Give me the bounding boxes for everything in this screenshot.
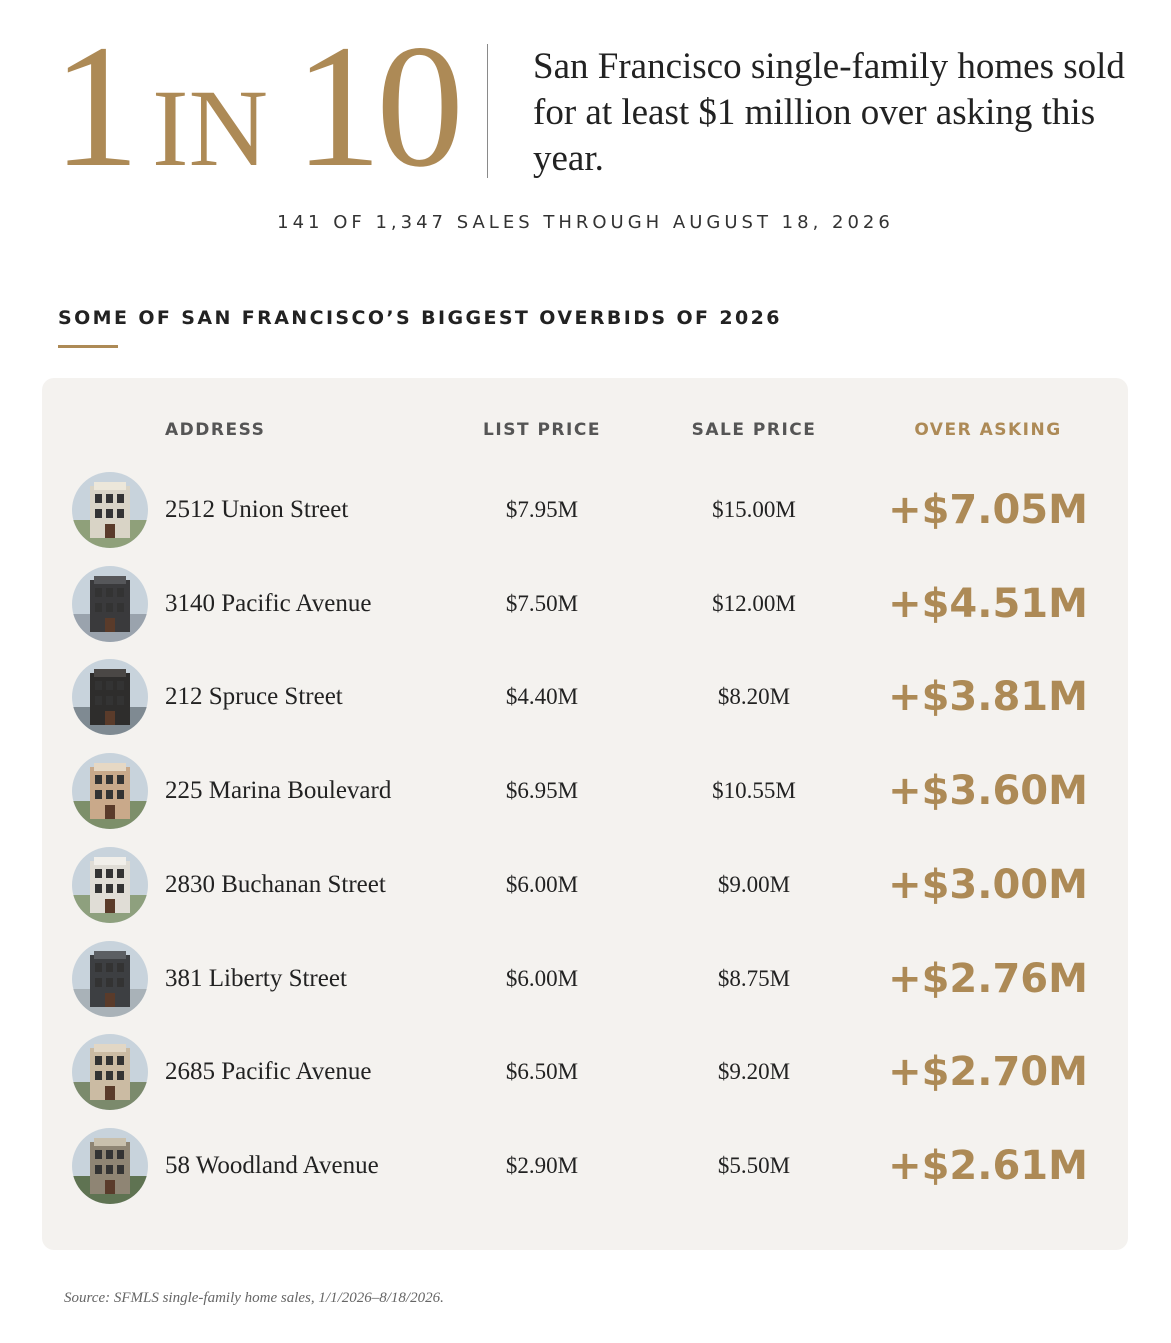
stat-number: 10 bbox=[294, 9, 464, 204]
stat-word: IN bbox=[152, 67, 269, 189]
stat-number: 1 bbox=[52, 9, 140, 204]
house-illustration bbox=[72, 940, 148, 1017]
house-illustration bbox=[72, 565, 148, 642]
house-illustration bbox=[72, 1127, 148, 1204]
column-header: ADDRESS bbox=[165, 420, 266, 440]
section-title: SOME OF SAN FRANCISCO’S BIGGEST OVERBIDS… bbox=[58, 307, 782, 329]
house-photo bbox=[72, 565, 148, 642]
column-header: OVER ASKING bbox=[914, 420, 1062, 440]
over-asking: +$3.60M bbox=[888, 768, 1088, 815]
house-illustration bbox=[72, 472, 148, 548]
over-asking: +$3.00M bbox=[888, 861, 1088, 908]
over-asking: +$4.51M bbox=[888, 580, 1088, 627]
house-photo bbox=[72, 1034, 148, 1111]
list-price: $4.40M bbox=[505, 684, 579, 710]
house-illustration bbox=[72, 753, 148, 830]
over-asking: +$3.81M bbox=[888, 674, 1088, 721]
address: 2685 Pacific Avenue bbox=[165, 1058, 372, 1086]
house-photo bbox=[72, 753, 148, 830]
house-photo bbox=[72, 1127, 148, 1204]
subtitle: 141 OF 1,347 SALES THROUGH AUGUST 18, 20… bbox=[277, 212, 894, 233]
house-illustration bbox=[72, 659, 148, 736]
headline-stat: 1 IN 10 bbox=[52, 9, 464, 204]
house-illustration bbox=[72, 846, 148, 923]
house-photo bbox=[72, 472, 148, 548]
address: 381 Liberty Street bbox=[165, 964, 347, 992]
address: 225 Marina Boulevard bbox=[165, 777, 392, 805]
accent-rule bbox=[58, 345, 118, 348]
over-asking: +$2.76M bbox=[888, 955, 1088, 1002]
list-price: $7.95M bbox=[505, 497, 579, 522]
list-price: $6.95M bbox=[505, 778, 579, 804]
list-price: $6.50M bbox=[505, 1059, 579, 1085]
sale-price: $9.20M bbox=[717, 1059, 791, 1085]
source-note: Source: SFMLS single-family home sales, … bbox=[64, 1290, 444, 1306]
list-price: $2.90M bbox=[505, 1152, 579, 1178]
sale-price: $9.00M bbox=[717, 871, 791, 897]
house-photo bbox=[72, 659, 148, 736]
column-header: LIST PRICE bbox=[483, 420, 601, 440]
table-panel bbox=[42, 378, 1128, 1250]
sale-price: $15.00M bbox=[712, 497, 796, 522]
divider bbox=[487, 44, 488, 178]
sale-price: $8.75M bbox=[717, 965, 791, 991]
over-asking: +$2.70M bbox=[888, 1049, 1088, 1096]
address: 2830 Buchanan Street bbox=[165, 870, 386, 898]
sale-price: $10.55M bbox=[712, 778, 796, 804]
list-price: $6.00M bbox=[505, 871, 579, 897]
list-price: $7.50M bbox=[505, 590, 579, 616]
list-price: $6.00M bbox=[505, 965, 579, 991]
sale-price: $5.50M bbox=[717, 1152, 791, 1178]
over-asking: +$7.05M bbox=[888, 487, 1088, 533]
column-header: SALE PRICE bbox=[691, 420, 817, 440]
sale-price: $12.00M bbox=[712, 590, 796, 616]
house-photo bbox=[72, 846, 148, 923]
statement: San Francisco single-family homes sold f… bbox=[533, 46, 1125, 179]
house-illustration bbox=[72, 1034, 148, 1111]
address: 3140 Pacific Avenue bbox=[165, 589, 372, 617]
house-photo bbox=[72, 940, 148, 1017]
address: 2512 Union Street bbox=[165, 496, 349, 523]
address: 58 Woodland Avenue bbox=[165, 1151, 379, 1179]
sale-price: $8.20M bbox=[717, 684, 791, 710]
over-asking: +$2.61M bbox=[888, 1142, 1088, 1189]
address: 212 Spruce Street bbox=[165, 683, 343, 711]
